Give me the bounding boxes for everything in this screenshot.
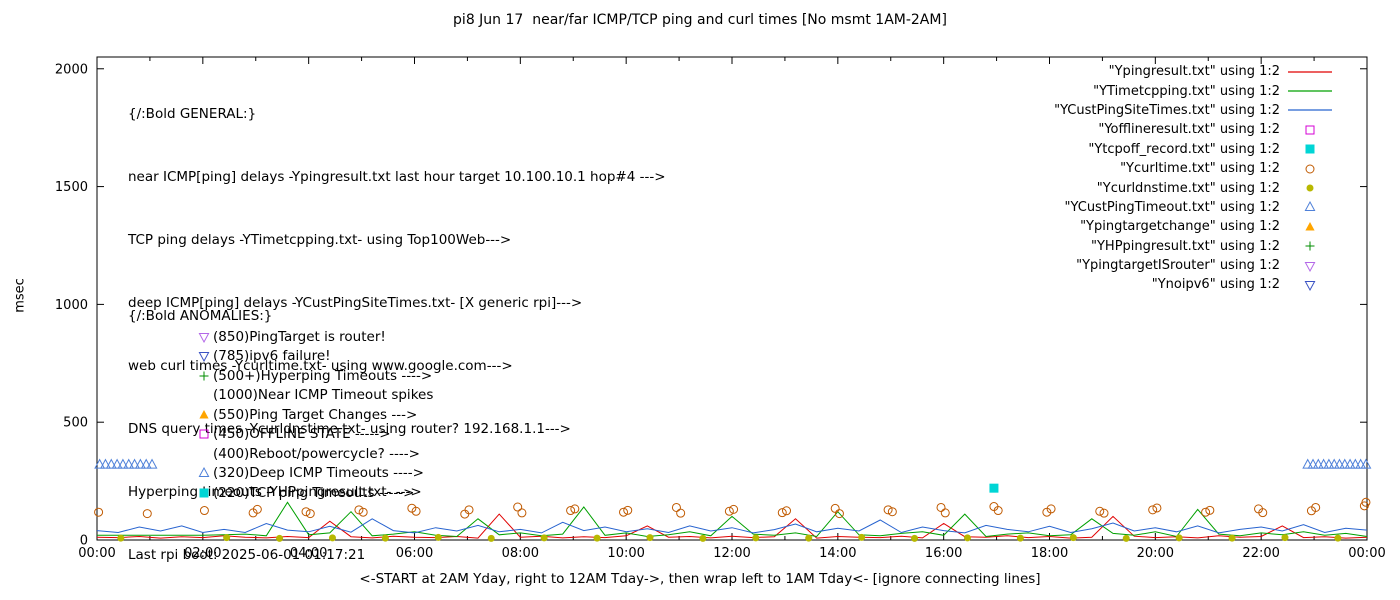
legend: "Ypingresult.txt" using 1:2 "YTimetcpping…: [1054, 62, 1334, 295]
y-axis-label: msec: [12, 278, 28, 313]
legend-item: "YHPpingresult.txt" using 1:2: [1054, 237, 1334, 256]
legend-item: "Ynoipv6" using 1:2: [1054, 275, 1334, 294]
triangle-down-icon: [196, 329, 213, 345]
legend-label: "Ycurldnstime.txt" using 1:2: [1096, 180, 1280, 196]
anomaly-row: (450)OFFLINE STATE ----->: [196, 425, 433, 445]
annotation-line: web curl times -Ycurltime.txt- using www…: [128, 358, 513, 374]
anomaly-row: (850)PingTarget is router!: [196, 327, 433, 347]
anomaly-text: (320)Deep ICMP Timeouts ---->: [213, 465, 424, 482]
anomaly-row: (785)ipv6 failure!: [196, 347, 433, 367]
anomaly-text: (785)ipv6 failure!: [213, 348, 331, 365]
svg-text:06:00: 06:00: [396, 546, 433, 561]
svg-text:10:00: 10:00: [607, 546, 644, 561]
legend-line-sample: [1288, 90, 1332, 92]
chart-title: pi8 Jun 17 near/far ICMP/TCP ping and cu…: [453, 12, 947, 28]
legend-item: "Ycurltime.txt" using 1:2: [1054, 159, 1334, 178]
anomaly-row: (1000)Near ICMP Timeout spikes: [196, 386, 433, 406]
legend-line-sample: [1288, 71, 1332, 73]
svg-text:14:00: 14:00: [819, 546, 856, 561]
annotation-line: deep ICMP[ping] delays -YCustPingSiteTim…: [128, 295, 583, 311]
triangle-up-icon: [196, 465, 213, 481]
legend-item: "Yofflineresult.txt" using 1:2: [1054, 120, 1334, 139]
anomaly-text: (550)Ping Target Changes --->: [213, 406, 418, 423]
svg-text:20:00: 20:00: [1137, 546, 1174, 561]
general-annotations: {/:Bold GENERAL:} near ICMP[ping] delays…: [128, 62, 675, 600]
svg-text:08:00: 08:00: [502, 546, 539, 561]
square-icon: [196, 426, 213, 442]
legend-marker-sample: [1305, 125, 1315, 135]
anomaly-text: (850)PingTarget is router!: [213, 328, 386, 345]
legend-marker-sample: [1305, 164, 1315, 174]
svg-text:2000: 2000: [55, 62, 88, 77]
anomaly-text: (1000)Near ICMP Timeout spikes: [213, 387, 434, 404]
legend-item: "Ytcpoff_record.txt" using 1:2: [1054, 140, 1334, 159]
annotation-line: Last rpi boot: 2025-06-01 01:17:21: [128, 547, 366, 563]
svg-text:1500: 1500: [55, 180, 88, 195]
svg-text:1000: 1000: [55, 298, 88, 313]
svg-text:02:00: 02:00: [184, 546, 221, 561]
legend-line-sample: [1288, 109, 1332, 112]
anomaly-row: (320)Deep ICMP Timeouts ---->: [196, 464, 433, 484]
triangle-down-icon: [196, 348, 213, 364]
svg-text:22:00: 22:00: [1242, 546, 1279, 561]
legend-item: "Ycurldnstime.txt" using 1:2: [1054, 178, 1334, 197]
triangle-up-icon: [196, 407, 213, 423]
x-axis-label: <-START at 2AM Yday, right to 12AM Tday-…: [359, 571, 1041, 587]
legend-label: "YCustPingTimeout.txt" using 1:2: [1064, 199, 1280, 215]
legend-marker-sample: [1304, 280, 1316, 292]
anomalies-header: {/:Bold ANOMALIES:}: [128, 308, 273, 324]
legend-label: "YTimetcpping.txt" using 1:2: [1093, 83, 1280, 99]
annotation-line: Hyperping timeouts -YHPpingresult.txt- -…: [128, 484, 422, 500]
legend-item: "YCustPingTimeout.txt" using 1:2: [1054, 198, 1334, 217]
legend-label: "YHPpingresult.txt" using 1:2: [1091, 238, 1280, 254]
svg-text:04:00: 04:00: [290, 546, 327, 561]
legend-marker-sample: [1305, 241, 1315, 251]
svg-text:00:00: 00:00: [1348, 546, 1385, 561]
svg-text:0: 0: [80, 534, 88, 549]
legend-item: "YTimetcpping.txt" using 1:2: [1054, 81, 1334, 100]
anomaly-row: (550)Ping Target Changes --->: [196, 405, 433, 425]
annotation-line: TCP ping delays -YTimetcpping.txt- using…: [128, 232, 512, 248]
anomaly-text: (450)OFFLINE STATE ----->: [213, 426, 391, 443]
annotation-line: DNS query times -Ycurldnstime.txt- using…: [128, 421, 571, 437]
legend-item: "Ypingresult.txt" using 1:2: [1054, 62, 1334, 81]
no-icon: [196, 387, 213, 403]
legend-item: "Ypingtargetchange" using 1:2: [1054, 217, 1334, 236]
legend-marker-sample: [1304, 201, 1316, 212]
annotation-line: {/:Bold GENERAL:}: [128, 106, 257, 122]
svg-text:500: 500: [63, 416, 88, 431]
legend-label: "Ypingresult.txt" using 1:2: [1108, 64, 1280, 80]
legend-label: "YCustPingSiteTimes.txt" using 1:2: [1054, 102, 1280, 118]
anomaly-text: (220)TCP ping Timeouts ----->: [213, 484, 415, 501]
legend-label: "Ycurltime.txt" using 1:2: [1120, 161, 1280, 177]
annotation-line: near ICMP[ping] delays -Ypingresult.txt …: [128, 169, 666, 185]
anomalies-annotations: {/:Bold ANOMALIES:} (850)PingTarget is r…: [128, 306, 433, 503]
svg-text:16:00: 16:00: [925, 546, 962, 561]
anomaly-text: (400)Reboot/powercycle? ---->: [213, 445, 420, 462]
svg-text:18:00: 18:00: [1031, 546, 1068, 561]
anomaly-text: (500+)Hyperping Timeouts ---->: [213, 367, 433, 384]
legend-item: "YpingtargetISrouter" using 1:2: [1054, 256, 1334, 275]
svg-text:00:00: 00:00: [78, 546, 115, 561]
legend-marker-sample: [1306, 184, 1314, 192]
square-icon: [196, 485, 213, 501]
legend-marker-sample: [1304, 261, 1316, 272]
no-icon: [196, 446, 213, 462]
legend-label: "Ynoipv6" using 1:2: [1151, 277, 1280, 293]
legend-marker-sample: [1305, 144, 1315, 154]
legend-marker-sample: [1305, 221, 1315, 231]
anomaly-row: (400)Reboot/powercycle? ---->: [196, 444, 433, 464]
plus-icon: [196, 368, 213, 384]
anomaly-row: (220)TCP ping Timeouts ----->: [196, 483, 433, 503]
legend-item: "YCustPingSiteTimes.txt" using 1:2: [1054, 101, 1334, 120]
legend-label: "Ypingtargetchange" using 1:2: [1080, 219, 1280, 235]
legend-label: "YpingtargetISrouter" using 1:2: [1076, 258, 1280, 274]
legend-label: "Yofflineresult.txt" using 1:2: [1098, 122, 1280, 138]
anomaly-row: (500+)Hyperping Timeouts ---->: [196, 366, 433, 386]
svg-text:12:00: 12:00: [713, 546, 750, 561]
legend-label: "Ytcpoff_record.txt" using 1:2: [1088, 141, 1280, 157]
